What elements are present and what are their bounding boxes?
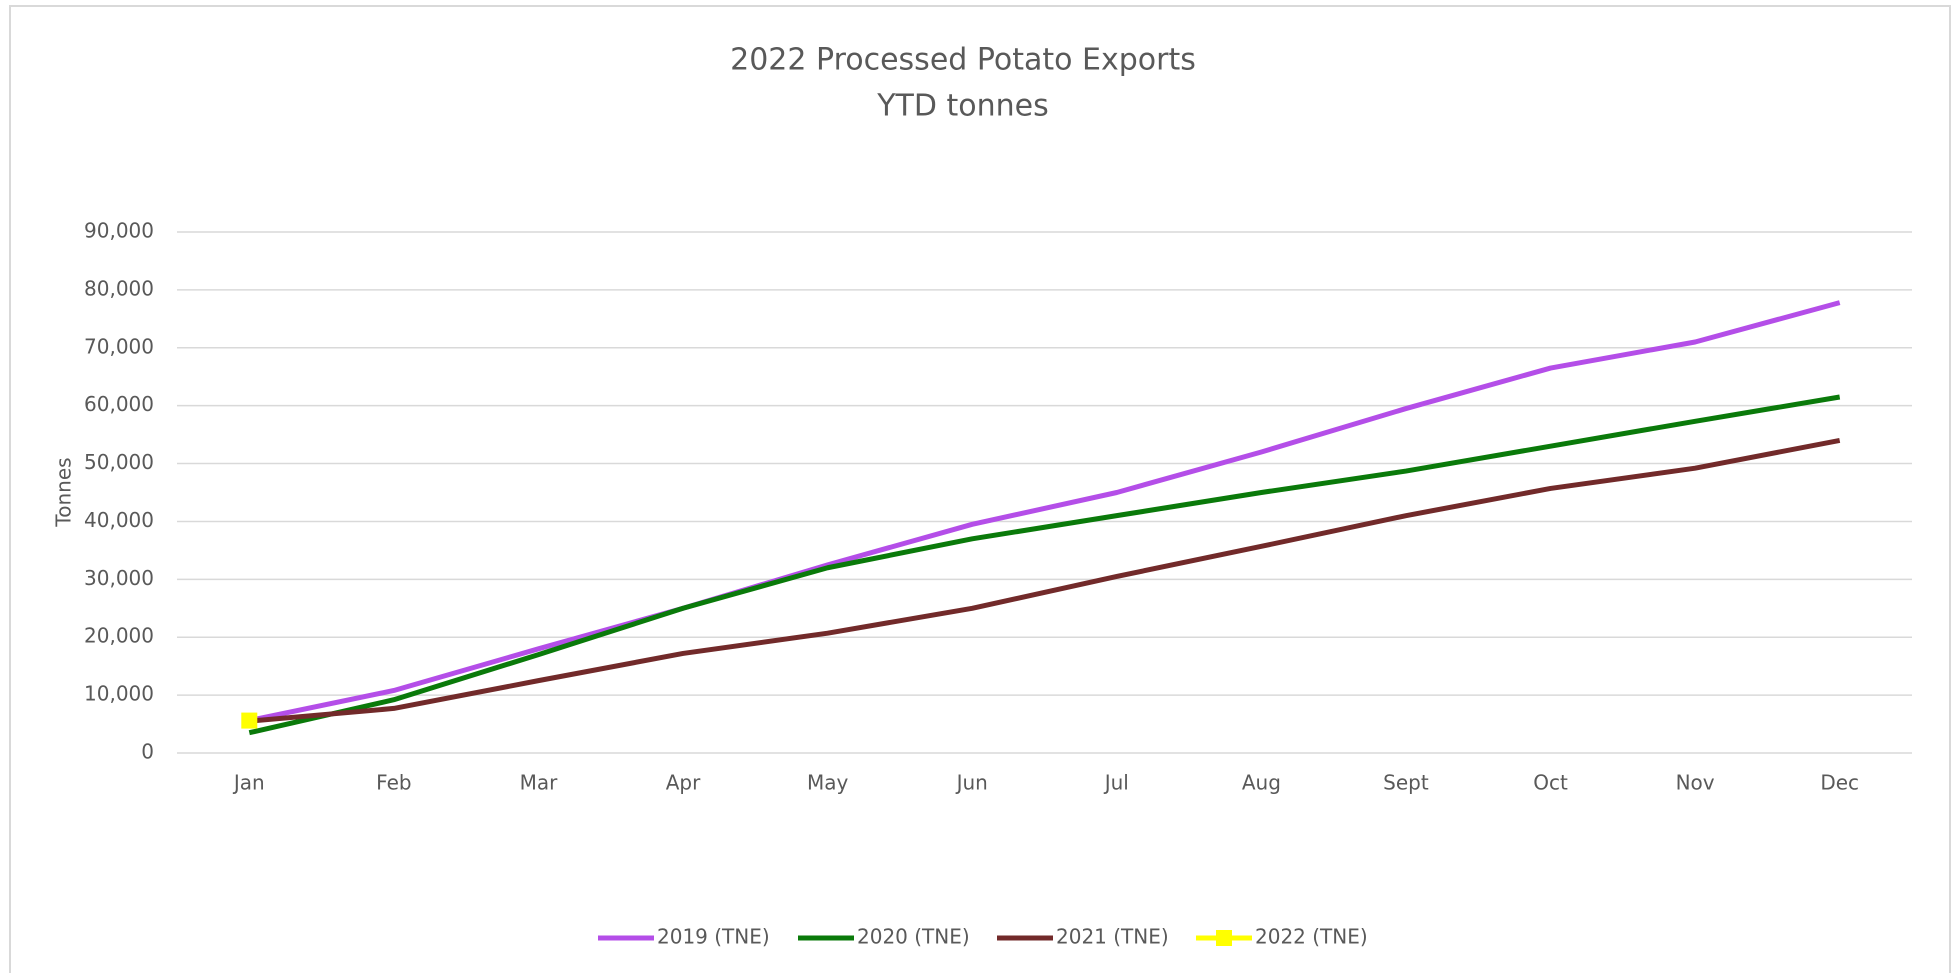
chart-subtitle: YTD tonnes [876, 89, 1049, 124]
legend-label: 2020 (TNE) [857, 925, 970, 949]
x-tick-label: Jan [232, 771, 265, 795]
legend-label: 2021 (TNE) [1056, 925, 1169, 949]
legend-label: 2022 (TNE) [1255, 925, 1368, 949]
legend-label: 2019 (TNE) [657, 925, 770, 949]
chart-border [9, 5, 1951, 973]
x-tick-label: May [807, 771, 849, 795]
y-tick-label: 40,000 [84, 508, 154, 532]
series-line [248, 300, 1841, 724]
y-axis-label: Tonnes [52, 457, 76, 527]
x-tick-label: Jun [955, 771, 988, 795]
x-tick-label: Aug [1242, 771, 1281, 795]
series-marker [241, 712, 258, 729]
x-tick-label: Sept [1383, 771, 1429, 795]
y-tick-label: 80,000 [84, 276, 154, 300]
chart-title: 2022 Processed Potato Exports [730, 43, 1196, 78]
x-tick-label: Dec [1820, 771, 1859, 795]
y-tick-label: 90,000 [84, 219, 154, 243]
y-tick-label: 70,000 [84, 334, 154, 358]
y-tick-label: 20,000 [84, 624, 154, 648]
legend-marker [1216, 930, 1232, 946]
x-tick-label: Mar [520, 771, 559, 795]
series-line [249, 437, 1841, 724]
x-tick-label: Jul [1103, 771, 1129, 795]
y-tick-label: 50,000 [84, 450, 154, 474]
y-tick-label: 0 [141, 740, 154, 764]
y-tick-label: 10,000 [84, 682, 154, 706]
x-tick-label: Nov [1676, 771, 1715, 795]
y-tick-label: 60,000 [84, 392, 154, 416]
x-tick-label: Oct [1533, 771, 1568, 795]
series-line [248, 394, 1841, 736]
x-tick-label: Feb [376, 771, 411, 795]
x-tick-label: Apr [666, 771, 701, 795]
y-tick-label: 30,000 [84, 566, 154, 590]
